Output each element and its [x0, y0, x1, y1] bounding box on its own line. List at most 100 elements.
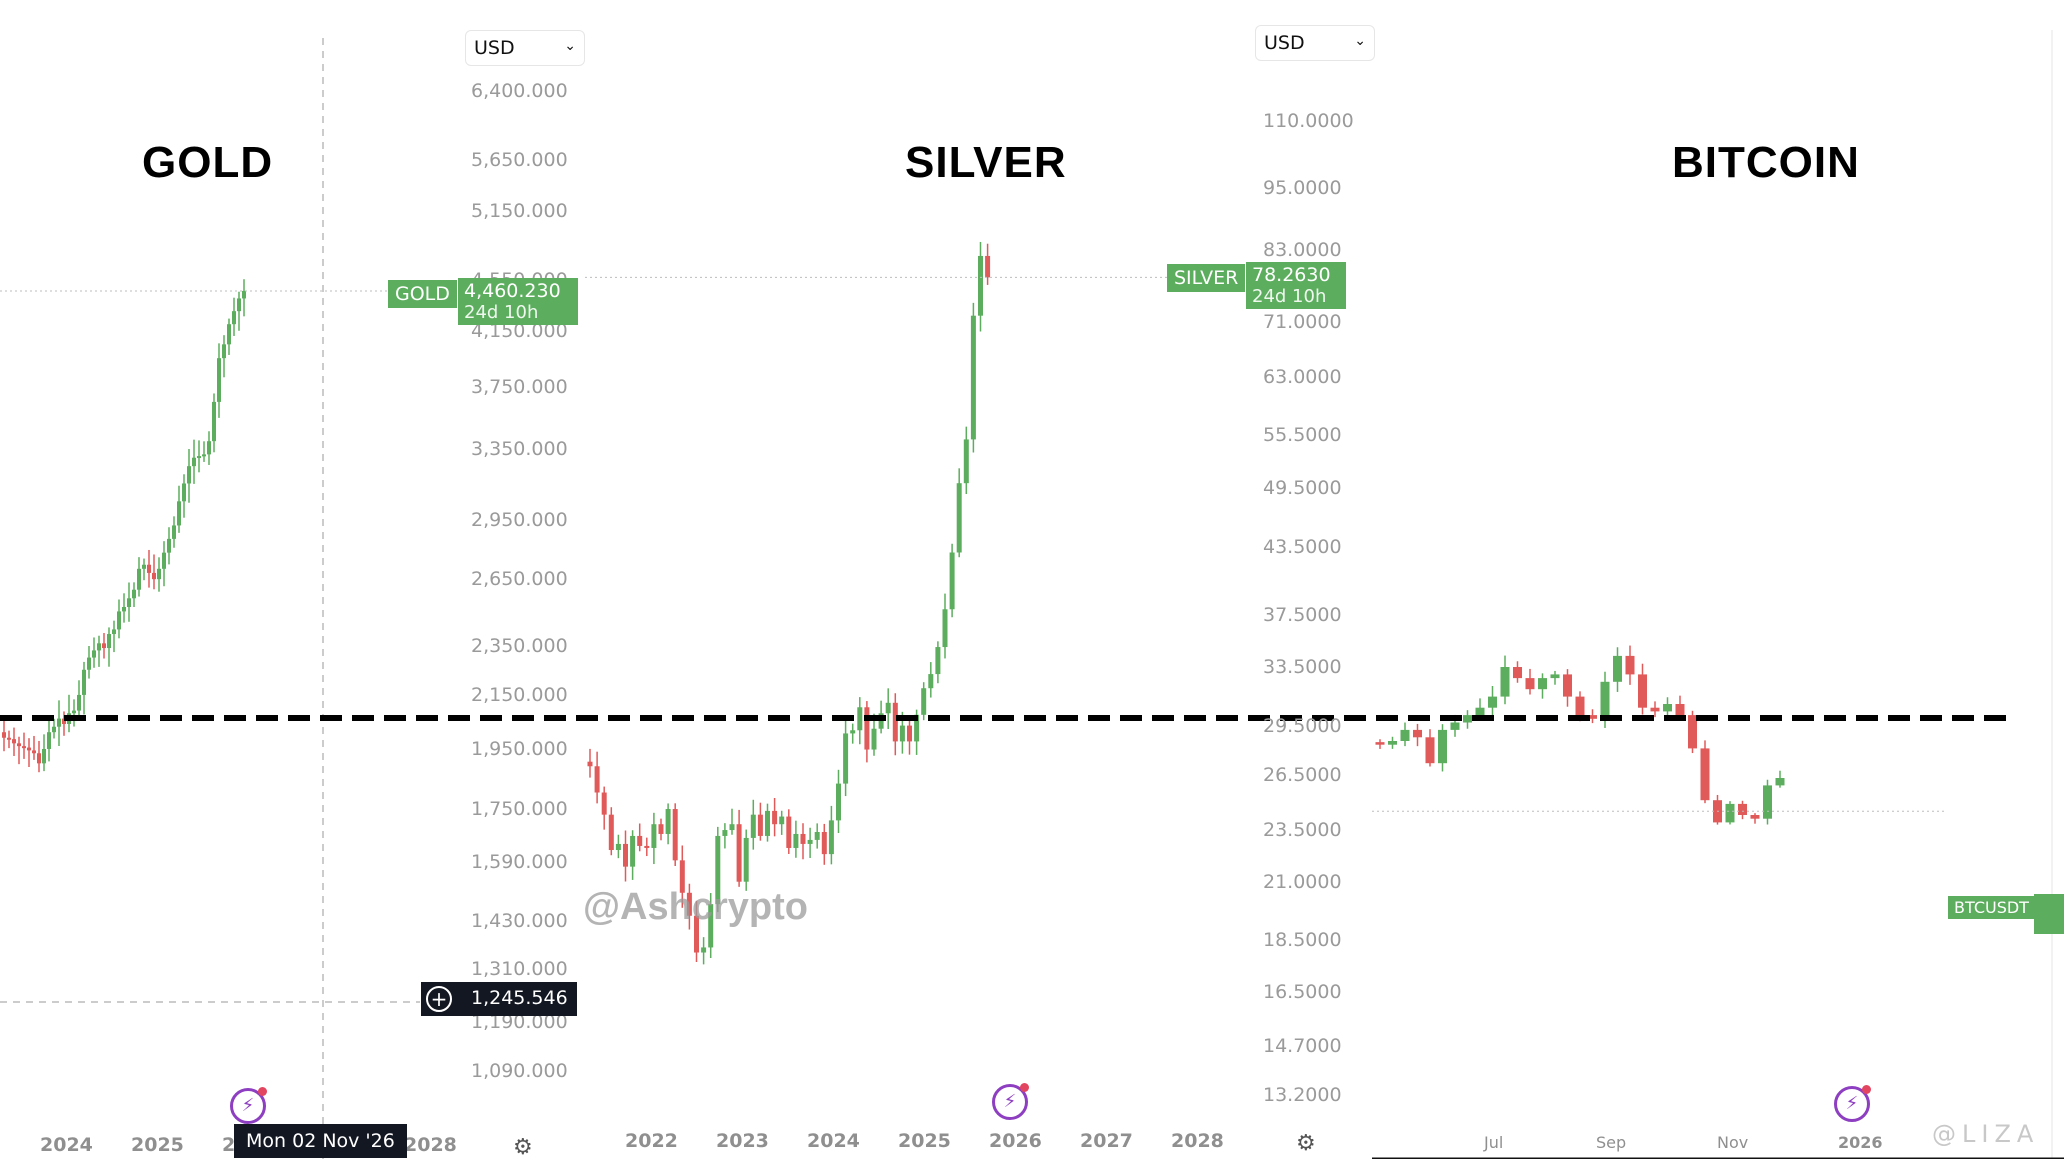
silver-candle: [587, 761, 593, 767]
silver-candle: [807, 839, 813, 844]
bitcoin-candle: [1638, 674, 1647, 708]
silver-countdown: 24d 10h: [1252, 286, 1327, 307]
bitcoin-candle: [1763, 785, 1772, 819]
gold-candle: [157, 568, 161, 580]
bitcoin-candle: [1563, 674, 1572, 697]
flash-icon[interactable]: ⚡: [230, 1087, 267, 1124]
corner-watermark: @LIZA: [1932, 1120, 2040, 1148]
gold-candle: [152, 572, 156, 580]
silver-candle: [850, 730, 856, 734]
gold-price-tick: 4,150.000: [471, 319, 568, 342]
silver-price-tick: 14.7000: [1263, 1034, 1342, 1057]
gold-price-tick: 2,150.000: [471, 683, 568, 706]
silver-title: SILVER: [905, 138, 1067, 187]
silver-time-tick: 2028: [1171, 1130, 1224, 1152]
bitcoin-candle: [1588, 715, 1597, 719]
gold-candle: [122, 607, 126, 612]
gold-candle: [172, 525, 176, 539]
gold-price-tick: 2,350.000: [471, 634, 568, 657]
silver-candle: [672, 809, 678, 861]
gold-candle: [197, 456, 201, 459]
silver-candle: [665, 809, 671, 834]
watermark: @Ashcrypto: [583, 886, 808, 928]
silver-candle: [779, 816, 785, 825]
silver-candle: [985, 255, 991, 278]
bitcoin-candle: [1538, 678, 1547, 690]
bitcoin-candle: [1400, 729, 1410, 741]
settings-icon[interactable]: ⚙: [513, 1135, 533, 1160]
crosshair-price-value: 1,245.546: [471, 987, 568, 1009]
silver-candle: [750, 814, 756, 838]
silver-candle: [615, 843, 621, 851]
silver-price-tick: 49.5000: [1263, 476, 1342, 499]
silver-price-tick: 33.5000: [1263, 656, 1342, 679]
bitcoin-candle: [1475, 707, 1485, 716]
silver-price-tick: 63.0000: [1263, 366, 1342, 389]
silver-candle: [942, 609, 948, 648]
silver-candle: [800, 833, 806, 844]
silver-candle: [765, 810, 770, 836]
bitcoin-candle: [1775, 778, 1785, 786]
bitcoin-time-tick: 2026: [1838, 1133, 1883, 1152]
silver-candle: [594, 766, 600, 793]
gold-price-tick: 6,400.000: [471, 80, 568, 102]
silver-candle: [679, 860, 685, 893]
silver-price-tick: 55.5000: [1263, 424, 1342, 447]
gold-price-tick: 1,190.000: [471, 1011, 568, 1034]
silver-currency-select[interactable]: USD ⌄: [1255, 25, 1375, 61]
flash-icon[interactable]: ⚡: [992, 1083, 1029, 1120]
silver-price-tick: 110.0000: [1263, 110, 1354, 132]
silver-last-price-value: 78.2630: [1252, 264, 1331, 286]
gold-candle: [187, 466, 191, 484]
gold-candle: [142, 564, 146, 569]
gold-candle: [237, 298, 241, 312]
silver-candle: [864, 707, 870, 750]
bitcoin-candle: [1525, 678, 1535, 690]
gold-candle: [137, 568, 141, 590]
silver-candle: [793, 833, 799, 848]
gold-candle: [162, 552, 166, 569]
silver-price-tick: 21.0000: [1263, 870, 1342, 893]
gold-candle: [7, 737, 11, 740]
bitcoin-time-tick: Jul: [1484, 1133, 1504, 1152]
silver-time-tick: 2027: [1080, 1130, 1133, 1152]
silver-candle: [623, 843, 628, 867]
silver-candle: [949, 552, 955, 610]
bitcoin-candle: [1425, 737, 1435, 764]
gold-candle: [87, 657, 91, 670]
silver-candle: [701, 947, 707, 953]
silver-candle: [694, 915, 699, 953]
gold-candle: [2, 732, 6, 738]
gold-plot-area[interactable]: [2, 279, 246, 773]
silver-candle: [907, 725, 912, 742]
gold-price-tick: 3,350.000: [471, 438, 568, 461]
gold-last-price: 4,460.230 24d 10h: [458, 278, 578, 325]
silver-time-tick: 2024: [807, 1130, 860, 1152]
gold-candle: [82, 669, 86, 695]
silver-candle: [651, 824, 657, 848]
bitcoin-candle: [1625, 655, 1635, 675]
silver-candle: [644, 845, 650, 848]
gold-candle: [92, 650, 96, 658]
gold-currency-select[interactable]: USD ⌄: [465, 30, 585, 66]
silver-candle: [892, 702, 898, 742]
gold-price-tick: 1,750.000: [471, 797, 568, 820]
silver-candle: [630, 835, 636, 867]
gold-price-tick: 1,590.000: [471, 850, 568, 873]
silver-plot-area[interactable]: [587, 241, 991, 965]
settings-icon[interactable]: ⚙: [1296, 1131, 1316, 1156]
gold-candle: [217, 358, 221, 402]
gold-candle: [62, 718, 66, 724]
gold-price-tick: 2,950.000: [471, 508, 568, 531]
bitcoin-candle: [1738, 803, 1747, 815]
plus-circle-icon[interactable]: +: [426, 986, 452, 1012]
bitcoin-plot-area[interactable]: [1375, 645, 1785, 825]
gold-candle: [192, 457, 196, 467]
silver-time-tick: 2023: [716, 1130, 769, 1152]
gold-price-tick: 5,150.000: [471, 200, 568, 223]
silver-candle: [828, 820, 834, 855]
flash-icon[interactable]: ⚡: [1834, 1085, 1871, 1122]
bitcoin-candle: [1463, 715, 1472, 723]
gold-price-tick: 1,090.000: [471, 1060, 568, 1082]
